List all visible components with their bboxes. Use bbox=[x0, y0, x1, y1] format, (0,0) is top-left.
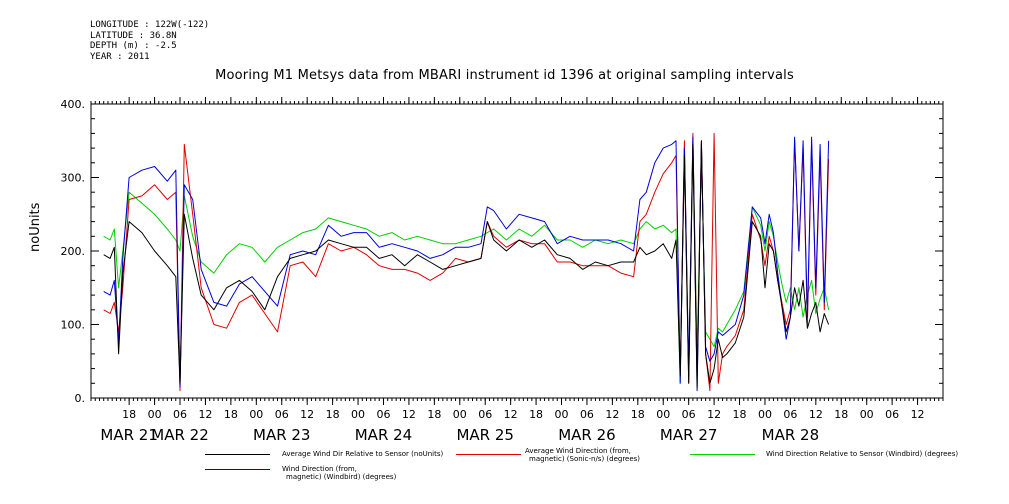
x-tick-label: 12 bbox=[707, 408, 721, 421]
metadata-block: LONGITUDE : 122W(-122) LATITUDE : 36.8N … bbox=[90, 20, 209, 62]
x-tick-label: 12 bbox=[504, 408, 518, 421]
x-tick-label: 12 bbox=[198, 408, 212, 421]
x-tick-label: 06 bbox=[173, 408, 187, 421]
legend-label-wind-dir-relative-windbird: Wind Direction Relative to Sensor (Windb… bbox=[766, 450, 958, 458]
legend-swatch-blue bbox=[205, 469, 270, 470]
y-tick-label: 0. bbox=[75, 392, 86, 405]
x-tick-label: 18 bbox=[122, 408, 136, 421]
x-tick-label: 18 bbox=[834, 408, 848, 421]
x-date-label: MAR 25 bbox=[456, 426, 513, 444]
x-tick-label: 06 bbox=[885, 408, 899, 421]
x-tick-label: 06 bbox=[682, 408, 696, 421]
x-tick-label: 00 bbox=[249, 408, 263, 421]
x-tick-label: 00 bbox=[656, 408, 670, 421]
x-tick-label: 06 bbox=[376, 408, 390, 421]
x-date-label: MAR 23 bbox=[253, 426, 310, 444]
x-tick-label: 00 bbox=[351, 408, 365, 421]
legend-label-avg-wind-dir-relative: Average Wind Dir Relative to Sensor (noU… bbox=[282, 450, 443, 458]
metadata-longitude: LONGITUDE : 122W(-122) bbox=[90, 20, 210, 30]
x-tick-label: 18 bbox=[631, 408, 645, 421]
x-tick-label: 06 bbox=[478, 408, 492, 421]
legend-text: Wind Direction (from, bbox=[282, 465, 357, 473]
metadata-year: YEAR : 2011 bbox=[90, 51, 150, 62]
legend-text: Average Wind Dir Relative to Sensor (noU… bbox=[282, 450, 444, 458]
x-date-label: MAR 26 bbox=[558, 426, 615, 444]
x-date-label: MAR 24 bbox=[355, 426, 412, 444]
legend-text: magnetic) (Sonic-n/s) (degrees) bbox=[529, 455, 641, 463]
x-tick-label: 18 bbox=[427, 408, 441, 421]
legend-label-avg-wind-direction: Average Wind Direction (from, magnetic) … bbox=[525, 447, 640, 463]
y-tick-label: 400. bbox=[61, 98, 86, 111]
legend-swatch-green bbox=[690, 454, 755, 455]
series-line-1 bbox=[103, 132, 830, 392]
x-tick-label: 00 bbox=[758, 408, 772, 421]
x-date-label: MAR 21 bbox=[100, 426, 157, 444]
y-tick-label: 100. bbox=[61, 319, 86, 332]
x-tick-label: 06 bbox=[275, 408, 289, 421]
legend-text: magnetic) (Windbird) (degrees) bbox=[286, 473, 397, 481]
metadata-latitude: LATITUDE : 36.8N bbox=[90, 30, 177, 41]
series-line-2 bbox=[103, 140, 830, 384]
metadata-depth: DEPTH (m) : -2.5 bbox=[90, 41, 177, 51]
legend-swatch-black bbox=[205, 454, 270, 455]
x-tick-label: 00 bbox=[453, 408, 467, 421]
chart-title: Mooring M1 Metsys data from MBARI instru… bbox=[215, 68, 794, 83]
legend-text: Average Wind Direction (from, bbox=[525, 447, 631, 455]
x-tick-label: 12 bbox=[300, 408, 314, 421]
x-date-label: MAR 27 bbox=[660, 426, 717, 444]
y-tick-label: 200. bbox=[61, 245, 86, 258]
legend-text: Wind Direction Relative to Sensor (Windb… bbox=[766, 450, 959, 458]
x-tick-label: 18 bbox=[529, 408, 543, 421]
y-tick-label: 300. bbox=[61, 172, 86, 185]
series-line-3 bbox=[103, 136, 830, 392]
x-tick-label: 12 bbox=[809, 408, 823, 421]
x-tick-label: 06 bbox=[783, 408, 797, 421]
series-line-0 bbox=[103, 140, 830, 388]
x-tick-label: 18 bbox=[224, 408, 238, 421]
x-tick-label: 12 bbox=[605, 408, 619, 421]
x-tick-label: 18 bbox=[733, 408, 747, 421]
legend-label-wind-direction-windbird: Wind Direction (from, magnetic) (Windbir… bbox=[282, 465, 396, 481]
x-tick-label: 12 bbox=[402, 408, 416, 421]
x-tick-label: 00 bbox=[860, 408, 874, 421]
x-date-label: MAR 22 bbox=[151, 426, 208, 444]
x-tick-label: 00 bbox=[555, 408, 569, 421]
x-tick-label: 00 bbox=[148, 408, 162, 421]
x-date-label: MAR 28 bbox=[762, 426, 819, 444]
x-tick-label: 12 bbox=[911, 408, 925, 421]
x-tick-label: 18 bbox=[326, 408, 340, 421]
legend-swatch-red bbox=[456, 454, 521, 455]
x-tick-label: 06 bbox=[580, 408, 594, 421]
